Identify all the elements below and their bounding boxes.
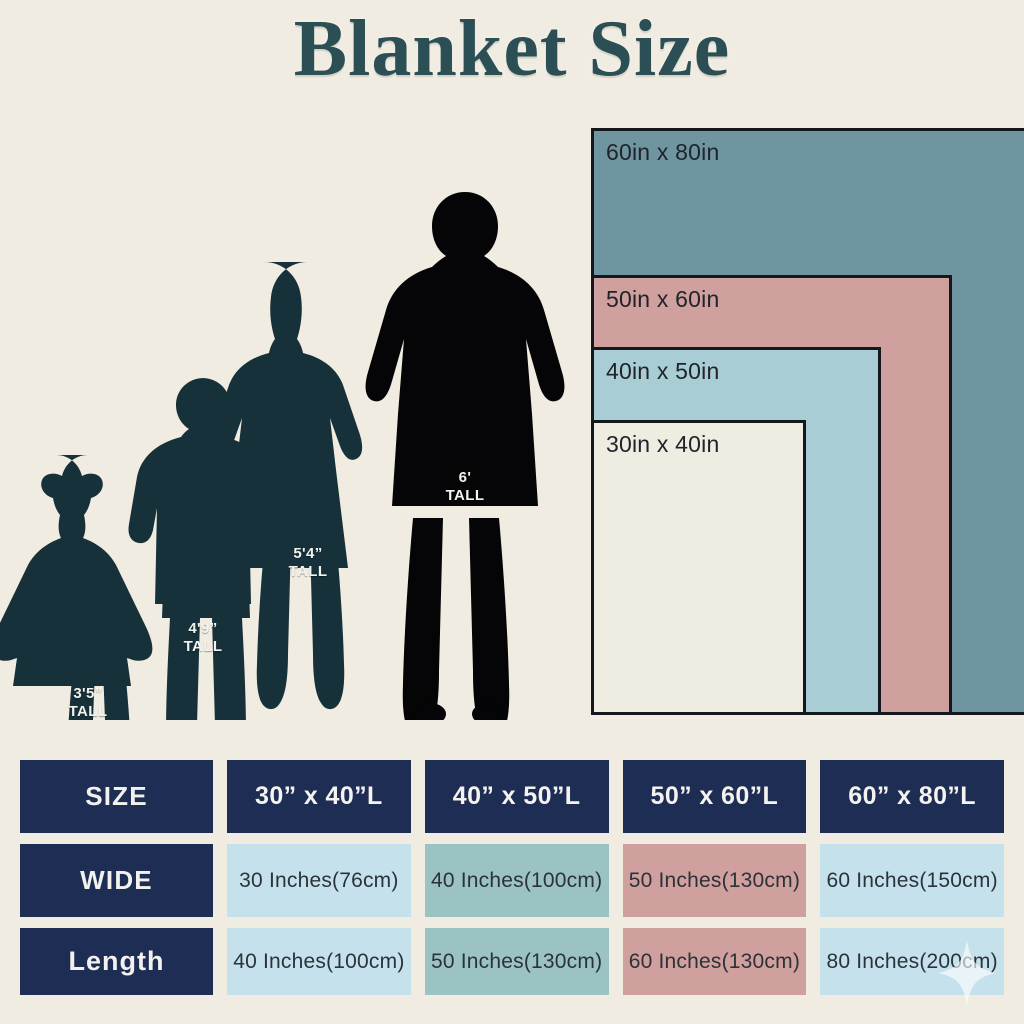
silhouette-man	[365, 192, 565, 720]
table-cell-length-col2: 50 Inches (130cm)	[424, 928, 609, 995]
blanket-rect-label-40x50: 40in x 50in	[606, 358, 720, 384]
table-header-col3: 50” x 60”L	[622, 760, 807, 833]
table-header-col1: 30” x 40”L	[227, 760, 411, 833]
table-cell-wide-col3: 50 Inches (130cm)	[622, 844, 807, 917]
table-rowlabel-length: Length	[20, 928, 213, 995]
size-table: SIZE 30” x 40”L 40” x 50”L 50” x 60”L 60…	[20, 760, 1004, 1006]
silhouettes-svg	[0, 192, 565, 720]
page-title: Blanket Size	[292, 4, 731, 95]
blanket-rect-label-60x80: 60in x 80in	[606, 139, 720, 165]
table-row-length: Length 40 Inches (100cm) 50 Inches (130cm)…	[20, 928, 1004, 995]
blanket-rect-label-50x60: 50in x 60in	[606, 286, 720, 312]
table-cell-wide-col1: 30 Inches (76cm)	[227, 844, 411, 917]
silhouette-girl	[0, 455, 153, 720]
table-cell-length-col4: 80 Inches (200cm)	[820, 928, 1004, 995]
table-row-size: SIZE 30” x 40”L 40” x 50”L 50” x 60”L 60…	[20, 760, 1004, 833]
table-row-wide: WIDE 30 Inches (76cm) 40 Inches (100cm) 50…	[20, 844, 1004, 917]
table-cell-length-col1: 40 Inches (100cm)	[227, 928, 411, 995]
silhouette-group: 3'5” TALL 4'9” TALL 5'4” TALL 6' TALL	[0, 120, 575, 720]
table-cell-length-col3: 60 Inches (130cm)	[622, 928, 807, 995]
table-header-col4: 60” x 80”L	[820, 760, 1004, 833]
blanket-rect-label-30x40: 30in x 40in	[606, 431, 720, 457]
table-rowlabel-wide: WIDE	[20, 844, 213, 917]
table-cell-wide-col4: 60 Inches (150cm)	[820, 844, 1004, 917]
blanket-rect-30x40[interactable]: 30in x 40in	[591, 420, 806, 715]
table-rowlabel-size: SIZE	[20, 760, 213, 833]
table-header-col2: 40” x 50”L	[424, 760, 609, 833]
table-cell-wide-col2: 40 Inches (100cm)	[424, 844, 609, 917]
silhouette-woman	[209, 262, 363, 710]
